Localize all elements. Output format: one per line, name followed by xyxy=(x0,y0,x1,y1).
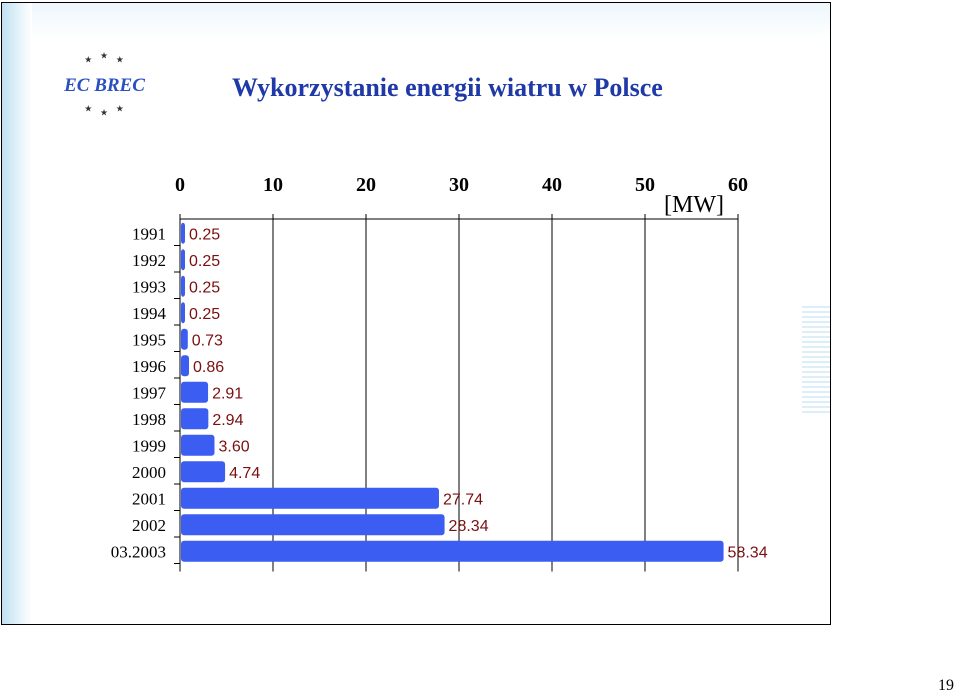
bar xyxy=(181,487,439,509)
right-edge-decoration xyxy=(802,303,830,413)
slide: ★ ★ ★ ★ ★ ★ EC BREC Wykorzystanie energii wia… xyxy=(1,2,831,625)
category-label: 1996 xyxy=(132,357,166,376)
bar xyxy=(181,408,209,430)
x-tick-label: 50 xyxy=(635,174,655,196)
logo-star-icon: ★ xyxy=(116,104,124,114)
star-ring-icon: ★ ★ ★ ★ ★ ★ xyxy=(84,51,124,118)
logo-star-icon: ★ xyxy=(100,108,108,118)
page-number: 19 xyxy=(938,677,954,694)
value-label: 0.25 xyxy=(189,226,220,243)
category-label: 1997 xyxy=(132,383,167,402)
category-label: 1998 xyxy=(132,410,166,429)
bar xyxy=(181,461,226,483)
category-label: 2002 xyxy=(132,516,166,535)
bar xyxy=(181,275,185,297)
category-label: 1992 xyxy=(132,251,166,270)
value-label: 58.34 xyxy=(728,544,768,561)
value-label: 27.74 xyxy=(443,491,483,508)
ec-brec-logo: ★ ★ ★ ★ ★ ★ EC BREC xyxy=(57,47,152,122)
value-label: 0.25 xyxy=(189,279,220,296)
x-tick-label: 30 xyxy=(449,174,469,196)
bar xyxy=(181,249,185,271)
x-tick-label: 20 xyxy=(356,174,376,196)
category-label: 1995 xyxy=(132,330,166,349)
value-label: 0.25 xyxy=(189,253,220,270)
logo-star-icon: ★ xyxy=(100,51,108,61)
value-label: 0.25 xyxy=(189,306,220,323)
value-label: 2.91 xyxy=(212,385,243,402)
page-title: Wykorzystanie energii wiatru w Polsce xyxy=(232,73,663,102)
category-label: 1994 xyxy=(132,304,167,323)
category-label: 03.2003 xyxy=(111,542,166,561)
value-label: 3.60 xyxy=(218,438,249,455)
x-tick-label: 10 xyxy=(263,174,283,196)
logo-star-icon: ★ xyxy=(116,54,124,64)
bar xyxy=(181,328,188,350)
bar xyxy=(181,222,185,244)
category-label: 1993 xyxy=(132,277,166,296)
left-edge-decoration xyxy=(2,3,32,624)
bar xyxy=(181,302,185,324)
bar xyxy=(181,355,189,377)
value-label: 0.86 xyxy=(193,359,224,376)
category-label: 1991 xyxy=(132,224,166,243)
logo-star-icon: ★ xyxy=(84,104,92,114)
x-tick-label: 60 xyxy=(728,174,748,196)
x-tick-label: 0 xyxy=(175,174,185,196)
logo-star-icon: ★ xyxy=(84,54,92,64)
unit-label: [MW] xyxy=(664,192,724,218)
value-label: 28.34 xyxy=(449,518,489,535)
value-label: 0.73 xyxy=(192,332,223,349)
bar xyxy=(181,514,445,536)
logo-text: EC BREC xyxy=(64,75,145,96)
value-label: 2.94 xyxy=(212,412,243,429)
top-wash xyxy=(2,3,830,41)
category-label: 2001 xyxy=(132,489,166,508)
category-label: 1999 xyxy=(132,436,166,455)
bar xyxy=(181,540,724,562)
x-tick-label: 40 xyxy=(542,174,562,196)
bar xyxy=(181,381,209,403)
bar xyxy=(181,434,215,456)
bar-chart: 0 10 20 30 40 50 60[MW] 1991 0.25 1992 0.25 1993 0.2… xyxy=(111,174,768,572)
value-label: 4.74 xyxy=(229,465,260,482)
category-label: 2000 xyxy=(132,463,166,482)
